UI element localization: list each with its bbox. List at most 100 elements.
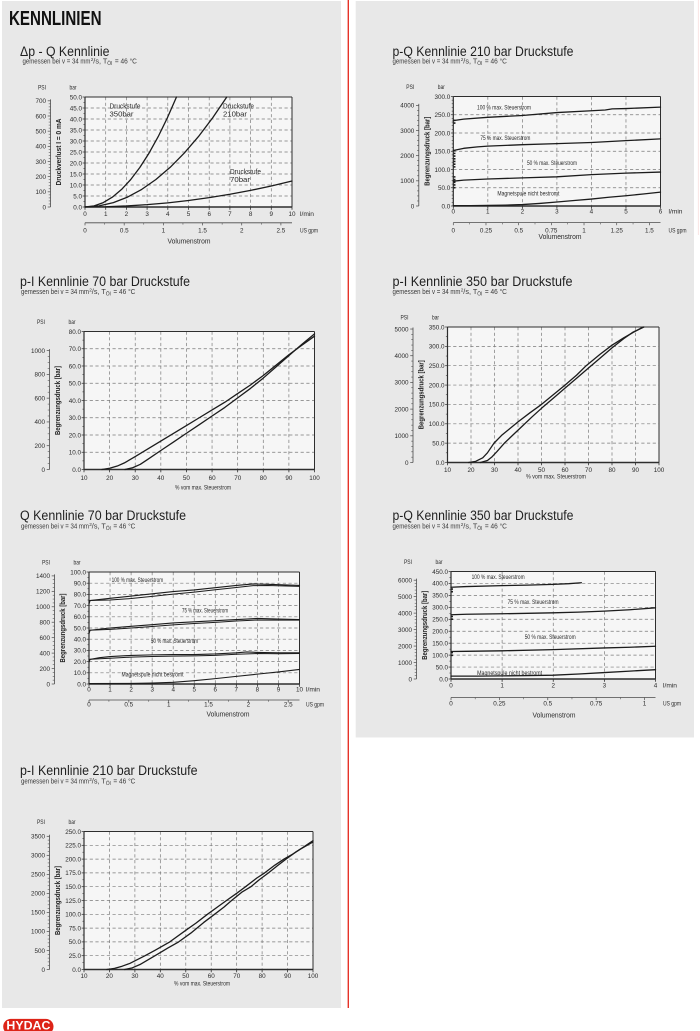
svg-text:/s, T: /s, T — [463, 524, 478, 531]
svg-text:100 % max. Steuerstrom: 100 % max. Steuerstrom — [472, 574, 525, 581]
svg-text:400: 400 — [34, 419, 45, 426]
svg-text:50.0: 50.0 — [69, 381, 82, 388]
svg-text:= 46 °C: = 46 °C — [113, 778, 135, 786]
svg-text:= 46 °C: = 46 °C — [115, 58, 137, 66]
svg-text:Öl: Öl — [477, 291, 482, 298]
svg-text:9: 9 — [270, 211, 274, 218]
svg-text:PSI: PSI — [37, 819, 45, 826]
svg-text:l/min: l/min — [300, 211, 314, 218]
svg-text:1.5: 1.5 — [645, 228, 654, 235]
svg-text:150.0: 150.0 — [429, 402, 445, 409]
svg-text:l/min: l/min — [669, 209, 683, 216]
svg-text:bar: bar — [74, 560, 82, 567]
svg-text:Öl: Öl — [106, 780, 111, 787]
svg-text:1: 1 — [500, 683, 504, 690]
svg-text:40: 40 — [514, 467, 522, 474]
svg-text:50: 50 — [183, 475, 191, 482]
svg-text:5000: 5000 — [398, 594, 413, 601]
svg-text:1: 1 — [582, 228, 586, 235]
svg-text:20.0: 20.0 — [69, 432, 82, 439]
svg-text:l/min: l/min — [306, 687, 320, 694]
svg-text:7: 7 — [235, 687, 239, 694]
svg-text:0.0: 0.0 — [72, 467, 81, 474]
svg-text:10.0: 10.0 — [70, 182, 83, 189]
svg-text:4: 4 — [654, 683, 658, 690]
svg-text:/s, T: /s, T — [93, 59, 108, 66]
svg-text:Begrenzungsdruck [bar]: Begrenzungsdruck [bar] — [55, 366, 62, 435]
svg-text:2.5: 2.5 — [277, 228, 286, 235]
svg-text:Öl: Öl — [106, 291, 111, 298]
svg-text:15.0: 15.0 — [70, 171, 83, 178]
svg-text:HYDAC: HYDAC — [6, 1019, 50, 1031]
svg-text:3: 3 — [145, 211, 149, 218]
svg-text:Druckstufe: Druckstufe — [223, 101, 254, 110]
svg-text:Begrenzungsdruck [bar]: Begrenzungsdruck [bar] — [424, 117, 431, 186]
svg-text:90: 90 — [285, 475, 293, 482]
svg-text:2: 2 — [461, 522, 464, 528]
svg-text:50.0: 50.0 — [432, 440, 445, 447]
svg-text:150.0: 150.0 — [435, 149, 451, 156]
svg-text:Druckstufe: Druckstufe — [230, 167, 261, 176]
svg-text:300.0: 300.0 — [432, 605, 448, 612]
svg-text:/s, T: /s, T — [463, 289, 478, 296]
svg-text:% vom max. Steuerstrom: % vom max. Steuerstrom — [175, 485, 231, 492]
svg-text:40.0: 40.0 — [69, 398, 82, 405]
svg-text:800: 800 — [39, 620, 50, 627]
svg-text:40: 40 — [157, 973, 165, 980]
svg-text:125.0: 125.0 — [65, 898, 81, 905]
svg-text:100.0: 100.0 — [435, 167, 451, 174]
svg-text:50.0: 50.0 — [70, 94, 83, 101]
svg-text:PSI: PSI — [404, 559, 412, 566]
svg-text:/s, T: /s, T — [463, 59, 478, 66]
svg-text:50.0: 50.0 — [69, 939, 82, 946]
svg-text:50.0: 50.0 — [436, 664, 449, 671]
svg-text:80: 80 — [608, 467, 616, 474]
svg-text:2: 2 — [89, 522, 92, 528]
svg-text:100 % max. Steuerstrom: 100 % max. Steuerstrom — [112, 577, 164, 584]
svg-text:Öl: Öl — [477, 60, 482, 67]
svg-text:30.0: 30.0 — [70, 138, 83, 145]
svg-text:gemessen bei v = 34 mm: gemessen bei v = 34 mm — [393, 524, 461, 531]
svg-text:Druckstufe: Druckstufe — [110, 101, 141, 110]
svg-text:Q Kennlinie 70 bar Druckstufe: Q Kennlinie 70 bar Druckstufe — [20, 508, 186, 523]
svg-text:45.0: 45.0 — [70, 105, 83, 112]
svg-text:Volumenstrom: Volumenstrom — [168, 237, 211, 246]
svg-text:2500: 2500 — [31, 872, 46, 879]
svg-text:4000: 4000 — [398, 610, 413, 617]
svg-text:= 46 °C: = 46 °C — [485, 523, 507, 531]
svg-text:10: 10 — [444, 467, 452, 474]
svg-text:30.0: 30.0 — [74, 648, 87, 655]
svg-text:40.0: 40.0 — [70, 116, 83, 123]
svg-text:6000: 6000 — [398, 578, 413, 585]
svg-text:0: 0 — [42, 204, 46, 211]
svg-text:PSI: PSI — [401, 315, 409, 322]
svg-text:150.0: 150.0 — [432, 641, 448, 648]
svg-text:5000: 5000 — [394, 326, 409, 333]
svg-text:70bar: 70bar — [230, 175, 251, 184]
svg-text:Begrenzungsdruck [bar]: Begrenzungsdruck [bar] — [418, 360, 425, 429]
svg-text:250.0: 250.0 — [432, 617, 448, 624]
svg-text:1200: 1200 — [36, 589, 51, 596]
svg-text:0: 0 — [46, 681, 50, 688]
svg-text:2: 2 — [461, 287, 464, 293]
svg-text:3000: 3000 — [394, 380, 409, 387]
svg-text:0.0: 0.0 — [72, 967, 81, 974]
svg-text:60: 60 — [209, 475, 217, 482]
svg-text:bar: bar — [438, 84, 446, 91]
svg-text:100: 100 — [309, 475, 320, 482]
svg-text:70: 70 — [234, 475, 242, 482]
svg-text:0.5: 0.5 — [120, 228, 129, 235]
svg-text:50.0: 50.0 — [74, 625, 87, 632]
svg-text:25.0: 25.0 — [70, 149, 83, 156]
svg-text:US gpm: US gpm — [306, 702, 324, 709]
svg-text:25.0: 25.0 — [69, 953, 82, 960]
svg-text:5.0: 5.0 — [73, 193, 82, 200]
svg-text:= 46 °C: = 46 °C — [113, 523, 135, 531]
svg-text:500: 500 — [35, 129, 46, 136]
svg-text:20: 20 — [106, 973, 114, 980]
svg-text:1: 1 — [486, 209, 490, 216]
svg-text:KENNLINIEN: KENNLINIEN — [9, 8, 102, 30]
svg-text:700: 700 — [35, 98, 46, 105]
svg-text:2: 2 — [247, 702, 251, 709]
svg-text:0: 0 — [449, 701, 453, 708]
